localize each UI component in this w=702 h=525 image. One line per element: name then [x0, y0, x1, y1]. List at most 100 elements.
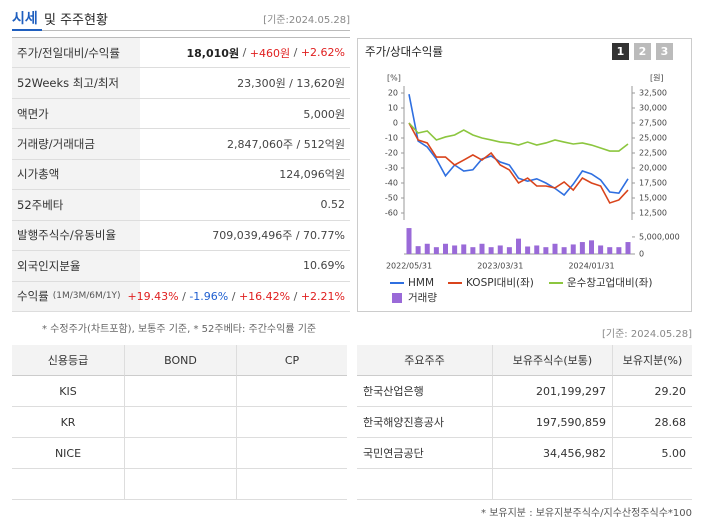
header-cell: 신용등급 — [12, 345, 124, 376]
table-cell — [357, 469, 492, 500]
value-part: 2,847,060주 / 512억원 — [226, 138, 345, 152]
volume-bar — [598, 245, 604, 254]
row-label: 52주베타 — [12, 190, 140, 221]
y2-tick-label: 17,500 — [639, 179, 667, 188]
volume-bar — [579, 242, 585, 254]
y-tick-label: -30 — [385, 164, 398, 173]
table-cell: NICE — [12, 438, 124, 469]
table-cell — [236, 376, 347, 407]
label-text: 52Weeks 최고/최저 — [17, 76, 119, 91]
volume-bar — [433, 247, 439, 254]
volume-bar — [443, 243, 448, 254]
volume-bar — [461, 244, 467, 254]
header-cell: 보유주식수(보통) — [492, 345, 612, 376]
row-value: 709,039,496주 / 70.77% — [140, 221, 350, 252]
row-value: 124,096억원 — [140, 160, 350, 191]
table-cell — [124, 469, 236, 500]
table-cell: KR — [12, 407, 124, 438]
row-value: 2,847,060주 / 512억원 — [140, 129, 350, 160]
value-part: +16.42% — [238, 289, 291, 303]
table-cell: 5.00 — [612, 438, 692, 469]
y-tick-label: -50 — [385, 194, 398, 203]
volume-bar — [534, 245, 540, 254]
table-cell: 한국해양진흥공사 — [357, 407, 492, 438]
table-cell — [236, 407, 347, 438]
value-part: / — [178, 289, 190, 303]
volume-bar — [616, 247, 622, 254]
chart-button[interactable] — [634, 43, 651, 60]
y2-tick-label: 32,500 — [639, 89, 667, 98]
value-part: +19.43% — [127, 289, 179, 303]
label-text: 거래량/거래대금 — [17, 137, 95, 152]
table-cell: 34,456,982 — [492, 438, 612, 469]
value-part: / — [290, 289, 301, 303]
y2-tick-label: 22,500 — [639, 149, 667, 158]
label-text: 52주베타 — [17, 197, 64, 212]
table-cell — [612, 469, 692, 500]
value-part: / — [239, 46, 250, 60]
volume-tick-label: 5,000,000 — [639, 232, 680, 241]
volume-bar — [570, 244, 576, 254]
row-label: 52Weeks 최고/최저 — [12, 68, 140, 99]
series-line — [408, 94, 629, 197]
legend-label: KOSPI대비(좌) — [466, 277, 534, 289]
volume-bar — [406, 228, 412, 254]
chart-button-label[interactable]: 2 — [639, 45, 647, 58]
chart-panel — [357, 38, 692, 312]
table-cell — [492, 469, 612, 500]
value-part: +2.21% — [300, 289, 345, 303]
label-text: 시가총액 — [17, 167, 60, 182]
y-tick-label: 10 — [388, 104, 398, 113]
volume-bar — [561, 247, 567, 254]
value-part: 18,010원 — [186, 46, 240, 60]
header-cell: BOND — [124, 345, 236, 376]
value-part: / — [228, 289, 239, 303]
legend-label: 운수창고업대비(좌) — [567, 276, 652, 289]
title-rest: 및 주주현황 — [44, 13, 108, 28]
table-cell: 한국산업은행 — [357, 376, 492, 407]
chart-button[interactable] — [612, 43, 629, 60]
value-part: 23,300원 / 13,620원 — [237, 77, 345, 91]
x-tick-label: 2024/01/31 — [568, 262, 614, 271]
volume-bar — [506, 247, 512, 254]
title: 시세 — [12, 11, 38, 27]
legend-label: HMM — [408, 277, 434, 289]
row-value: 5,000원 — [140, 99, 350, 130]
table-cell — [124, 407, 236, 438]
value-part: +460원 — [249, 46, 291, 60]
header-cell: CP — [236, 345, 347, 376]
legend-label: 거래량 — [408, 292, 437, 304]
chart-button-label[interactable]: 1 — [617, 45, 625, 58]
row-label: 수익률 (1M/3M/6M/1Y) — [12, 281, 140, 312]
y2-tick-label: 25,000 — [639, 134, 667, 143]
footnote: * 수정주가(차트포함), 보통주 기준, * 52주베타: 주간수익률 기준 — [42, 324, 317, 335]
volume-bar — [516, 238, 521, 254]
table-cell: KIS — [12, 376, 124, 407]
x-tick-label: 2022/05/31 — [386, 262, 432, 271]
volume-bar — [589, 240, 594, 254]
y-tick-label: 0 — [393, 119, 398, 128]
rule — [12, 30, 350, 31]
value-part: 5,000원 — [303, 107, 345, 121]
table-cell: 28.68 — [612, 407, 692, 438]
table-cell: 국민연금공단 — [357, 438, 492, 469]
chart-button[interactable] — [656, 43, 673, 60]
share-note: * 보유지분 : 보유지분주식수/지수산정주식수*100 — [481, 508, 692, 519]
row-label: 시가총액 — [12, 159, 140, 191]
volume-bar — [424, 243, 430, 254]
chart-title: 주가/상대수익률 — [365, 45, 443, 59]
x-tick-label: 2023/03/31 — [477, 262, 523, 271]
value-part: 10.69% — [303, 259, 345, 273]
value-part: / — [290, 46, 301, 60]
y2-unit: [원] — [650, 74, 664, 83]
series-line — [408, 122, 629, 204]
chart-button-label[interactable]: 3 — [661, 45, 669, 58]
table-cell — [124, 376, 236, 407]
volume-bar — [497, 245, 503, 254]
volume-bar — [607, 247, 613, 254]
volume-bar — [452, 245, 458, 254]
label-text: 액면가 — [17, 106, 49, 121]
label-text: 주가/전일대비/수익률 — [17, 45, 120, 60]
volume-bar — [525, 246, 531, 254]
row-label: 외국인지분율 — [12, 251, 140, 282]
